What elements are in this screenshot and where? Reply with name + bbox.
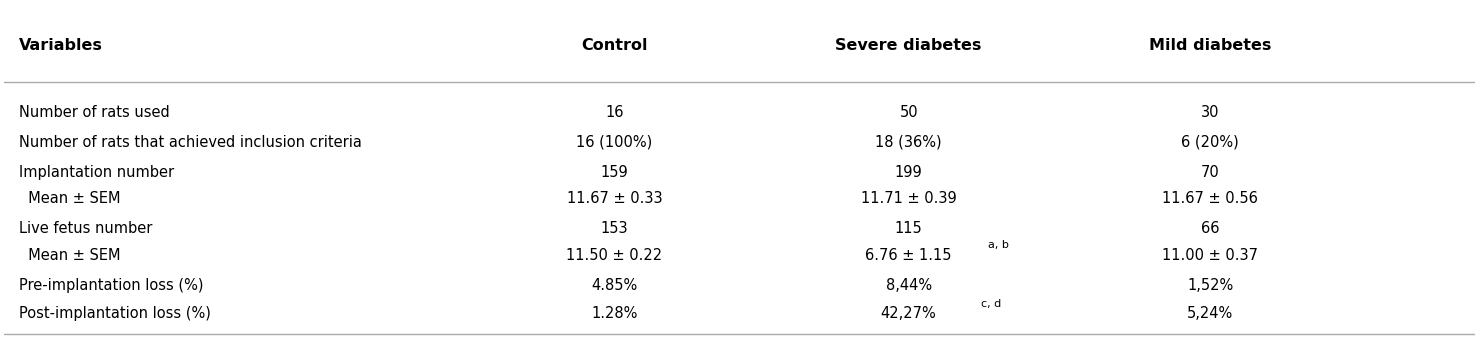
Text: 70: 70	[1201, 165, 1220, 180]
Text: 11.00 ± 0.37: 11.00 ± 0.37	[1162, 248, 1259, 263]
Text: 6 (20%): 6 (20%)	[1182, 135, 1239, 150]
Text: 16: 16	[605, 105, 624, 120]
Text: 4.85%: 4.85%	[592, 278, 637, 293]
Text: 18 (36%): 18 (36%)	[876, 135, 942, 150]
Text: 11.67 ± 0.33: 11.67 ± 0.33	[566, 191, 663, 206]
Text: Variables: Variables	[19, 38, 102, 53]
Text: 11.71 ± 0.39: 11.71 ± 0.39	[861, 191, 957, 206]
Text: Mild diabetes: Mild diabetes	[1149, 38, 1272, 53]
Text: Number of rats used: Number of rats used	[19, 105, 170, 120]
Text: Pre-implantation loss (%): Pre-implantation loss (%)	[19, 278, 204, 293]
Text: 199: 199	[895, 165, 923, 180]
Text: 11.67 ± 0.56: 11.67 ± 0.56	[1162, 191, 1259, 206]
Text: 42,27%: 42,27%	[881, 306, 936, 321]
Text: Mean ± SEM: Mean ± SEM	[19, 248, 120, 263]
Text: Control: Control	[581, 38, 648, 53]
Text: 50: 50	[899, 105, 918, 120]
Text: 159: 159	[600, 165, 629, 180]
Text: Post-implantation loss (%): Post-implantation loss (%)	[19, 306, 210, 321]
Text: 66: 66	[1201, 221, 1219, 236]
Text: 8,44%: 8,44%	[886, 278, 932, 293]
Text: a, b: a, b	[988, 240, 1009, 250]
Text: 5,24%: 5,24%	[1188, 306, 1233, 321]
Text: Mean ± SEM: Mean ± SEM	[19, 191, 120, 206]
Text: Severe diabetes: Severe diabetes	[836, 38, 982, 53]
Text: 1.28%: 1.28%	[592, 306, 637, 321]
Text: 1,52%: 1,52%	[1188, 278, 1233, 293]
Text: c, d: c, d	[981, 299, 1001, 309]
Text: 153: 153	[600, 221, 629, 236]
Text: 30: 30	[1201, 105, 1219, 120]
Text: Implantation number: Implantation number	[19, 165, 175, 180]
Text: Live fetus number: Live fetus number	[19, 221, 152, 236]
Text: 6.76 ± 1.15: 6.76 ± 1.15	[865, 248, 952, 263]
Text: 11.50 ± 0.22: 11.50 ± 0.22	[566, 248, 663, 263]
Text: 115: 115	[895, 221, 923, 236]
Text: Number of rats that achieved inclusion criteria: Number of rats that achieved inclusion c…	[19, 135, 362, 150]
Text: 16 (100%): 16 (100%)	[577, 135, 652, 150]
